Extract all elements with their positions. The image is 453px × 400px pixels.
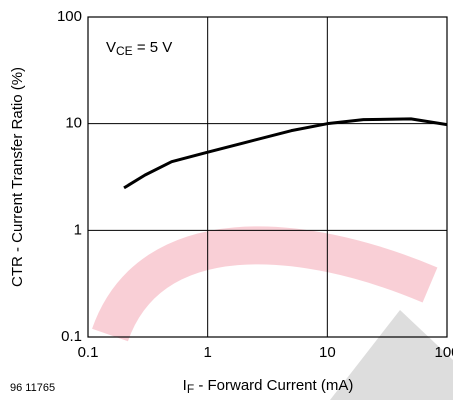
- x-tick-label: 1: [203, 344, 211, 361]
- x-tick-label: 100: [434, 344, 453, 361]
- y-tick-label: 0.1: [61, 328, 82, 345]
- y-tick-label: 100: [57, 8, 82, 25]
- watermark: [330, 310, 453, 400]
- figure-id: 96 11765: [10, 382, 55, 394]
- x-axis-title: IF - Forward Current (mA): [183, 377, 354, 396]
- y-tick-label: 1: [74, 221, 82, 238]
- annotation: VCE = 5 V: [106, 39, 172, 58]
- watermark: [92, 226, 438, 342]
- y-axis-title: CTR - Current Transfer Ratio (%): [9, 67, 26, 287]
- data-line: [123, 117, 448, 190]
- x-tick-label: 0.1: [78, 344, 99, 361]
- y-tick-label: 10: [65, 115, 82, 132]
- x-tick-label: 10: [319, 344, 336, 361]
